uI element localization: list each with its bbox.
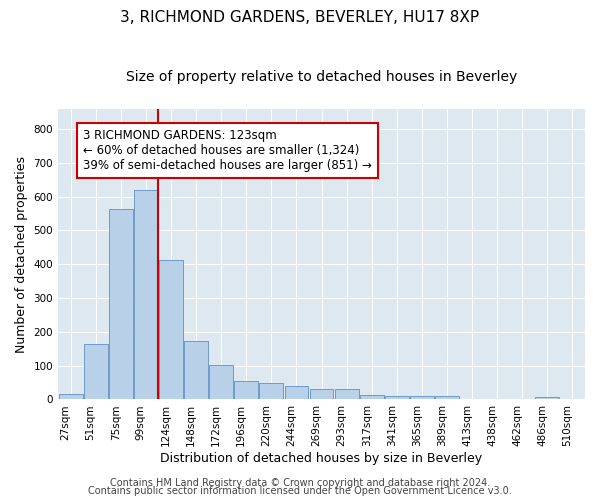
Bar bbox=[284, 386, 308, 400]
Bar bbox=[360, 394, 383, 400]
Y-axis label: Number of detached properties: Number of detached properties bbox=[15, 156, 28, 352]
Title: Size of property relative to detached houses in Beverley: Size of property relative to detached ho… bbox=[126, 70, 517, 84]
Bar bbox=[184, 342, 208, 400]
Bar bbox=[134, 190, 158, 400]
Bar bbox=[235, 381, 258, 400]
Bar bbox=[335, 389, 359, 400]
Bar bbox=[259, 382, 283, 400]
Bar bbox=[410, 396, 434, 400]
Bar bbox=[310, 389, 334, 400]
Bar bbox=[84, 344, 107, 400]
Bar bbox=[209, 364, 233, 400]
Bar bbox=[535, 398, 559, 400]
Bar bbox=[109, 209, 133, 400]
Text: 3, RICHMOND GARDENS, BEVERLEY, HU17 8XP: 3, RICHMOND GARDENS, BEVERLEY, HU17 8XP bbox=[121, 10, 479, 25]
Bar bbox=[59, 394, 83, 400]
Text: 3 RICHMOND GARDENS: 123sqm
← 60% of detached houses are smaller (1,324)
39% of s: 3 RICHMOND GARDENS: 123sqm ← 60% of deta… bbox=[83, 129, 372, 172]
Text: Contains public sector information licensed under the Open Government Licence v3: Contains public sector information licen… bbox=[88, 486, 512, 496]
Text: Contains HM Land Registry data © Crown copyright and database right 2024.: Contains HM Land Registry data © Crown c… bbox=[110, 478, 490, 488]
X-axis label: Distribution of detached houses by size in Beverley: Distribution of detached houses by size … bbox=[160, 452, 482, 465]
Bar bbox=[159, 260, 183, 400]
Bar bbox=[435, 396, 459, 400]
Bar bbox=[385, 396, 409, 400]
